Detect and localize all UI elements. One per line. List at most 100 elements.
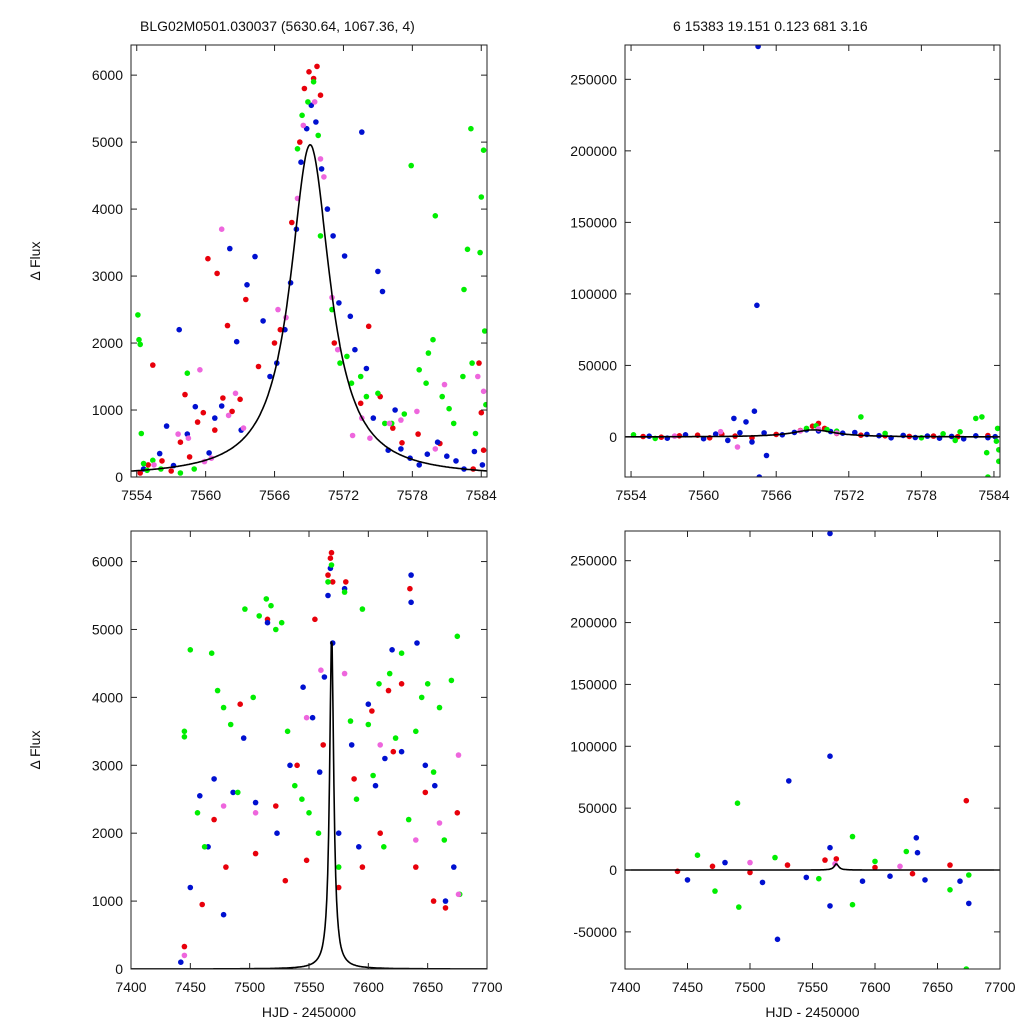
data-point-green <box>220 704 227 711</box>
data-point-blue <box>684 877 691 883</box>
data-point-blue <box>197 793 203 799</box>
panel-top-right: 7554 7560 7566 7572 7578 7584 0 50000 100000 1500… <box>570 44 1010 503</box>
x-tick-label: 7600 <box>353 979 384 995</box>
x-tick-label: 7450 <box>175 979 206 995</box>
y-tick-label: 0 <box>609 862 617 878</box>
data-point-red <box>252 850 259 857</box>
x-tick-label: 7560 <box>688 487 719 503</box>
data-point-green <box>464 246 471 253</box>
data-point-green <box>135 312 141 318</box>
data-point-green <box>996 458 1000 465</box>
data-point-blue <box>731 415 737 422</box>
data-point-green <box>408 162 415 169</box>
data-point-red <box>390 425 396 431</box>
data-point-green <box>480 147 487 153</box>
data-point-green <box>872 858 878 865</box>
x-tick-label: 7584 <box>978 487 1009 503</box>
x-tick-label: 7584 <box>466 487 497 503</box>
data-point-green <box>413 728 419 735</box>
data-point-violet <box>734 444 741 450</box>
data-point-red <box>822 857 828 863</box>
data-point-blue <box>761 430 767 436</box>
data-point-green <box>273 626 279 633</box>
data-point-green <box>382 420 388 427</box>
data-point-red <box>314 63 320 70</box>
data-point-green <box>957 429 963 435</box>
data-point-blue <box>218 403 225 409</box>
data-point-violet <box>303 714 310 721</box>
data-point-green <box>381 844 387 850</box>
data-point-blue <box>359 129 365 135</box>
y-tick-label: 2000 <box>92 335 123 351</box>
data-point-green <box>315 830 322 836</box>
y-tick-label: 0 <box>609 429 617 445</box>
data-point-blue <box>392 407 398 413</box>
data-point-violet <box>441 381 448 388</box>
data-point-green <box>849 833 856 840</box>
x-tick-label: 7554 <box>121 487 152 503</box>
data-point-violet <box>197 367 203 373</box>
data-point-green <box>993 438 1000 445</box>
model-curve <box>131 143 487 472</box>
data-point-blue <box>220 911 227 918</box>
data-point-violet <box>480 388 487 395</box>
data-point-red <box>137 470 143 476</box>
y-tick-label: 0 <box>115 961 123 977</box>
data-point-blue <box>341 253 348 259</box>
data-point-green <box>137 341 143 348</box>
data-point-blue <box>887 873 893 879</box>
data-point-violet <box>218 226 225 232</box>
data-point-green <box>317 233 324 239</box>
data-point-green <box>150 457 156 464</box>
data-point-green <box>436 704 443 711</box>
data-point-blue <box>966 900 972 907</box>
data-point-blue <box>163 423 170 429</box>
data-point-red <box>947 862 953 868</box>
data-point-blue <box>453 458 459 464</box>
data-point-violet <box>747 859 753 866</box>
data-point-green <box>376 681 382 687</box>
data-point-green <box>772 854 778 861</box>
data-point-green <box>365 721 372 728</box>
y-tick-label: 150000 <box>570 676 617 692</box>
data-point-green <box>858 414 864 420</box>
data-point-red <box>177 439 184 446</box>
data-point-green <box>418 694 425 701</box>
y-tick-label: 6000 <box>92 67 123 83</box>
data-point-red <box>237 396 243 403</box>
data-point-blue <box>206 450 212 456</box>
data-point-blue <box>408 572 414 578</box>
data-point-blue <box>759 879 766 886</box>
data-point-green <box>430 769 437 775</box>
data-point-violet <box>455 752 462 758</box>
data-point-blue <box>914 849 921 856</box>
data-point-red <box>303 857 310 864</box>
data-point-blue <box>479 462 486 468</box>
panel-top-left: 7554 7560 7566 7572 7578 7584 0 1000 2000 3000 400… <box>27 44 497 503</box>
data-point-blue <box>416 462 423 468</box>
data-point-green <box>963 966 970 969</box>
data-point-green <box>947 887 953 893</box>
data-point-blue <box>244 282 250 288</box>
data-point-green <box>439 393 446 400</box>
x-tick-label: 7600 <box>859 979 890 995</box>
data-point-blue <box>913 835 920 841</box>
data-point-green <box>736 904 742 910</box>
data-point-blue <box>211 776 217 782</box>
y-tick-label: 2000 <box>92 825 123 841</box>
data-point-green <box>292 782 298 789</box>
data-point-green <box>386 670 393 677</box>
data-point-green <box>256 613 263 619</box>
y-tick-label: 1000 <box>92 402 123 418</box>
x-tick-label: 7578 <box>906 487 937 503</box>
data-point-blue <box>348 742 355 748</box>
data-point-blue <box>827 753 833 759</box>
data-point-green <box>278 619 285 626</box>
data-point-violet <box>185 435 192 442</box>
y-tick-label: 200000 <box>570 615 617 631</box>
data-point-green <box>416 367 423 373</box>
data-point-green <box>481 328 487 334</box>
data-point-red <box>237 701 243 707</box>
data-point-blue <box>178 959 184 965</box>
data-point-green <box>194 810 201 816</box>
